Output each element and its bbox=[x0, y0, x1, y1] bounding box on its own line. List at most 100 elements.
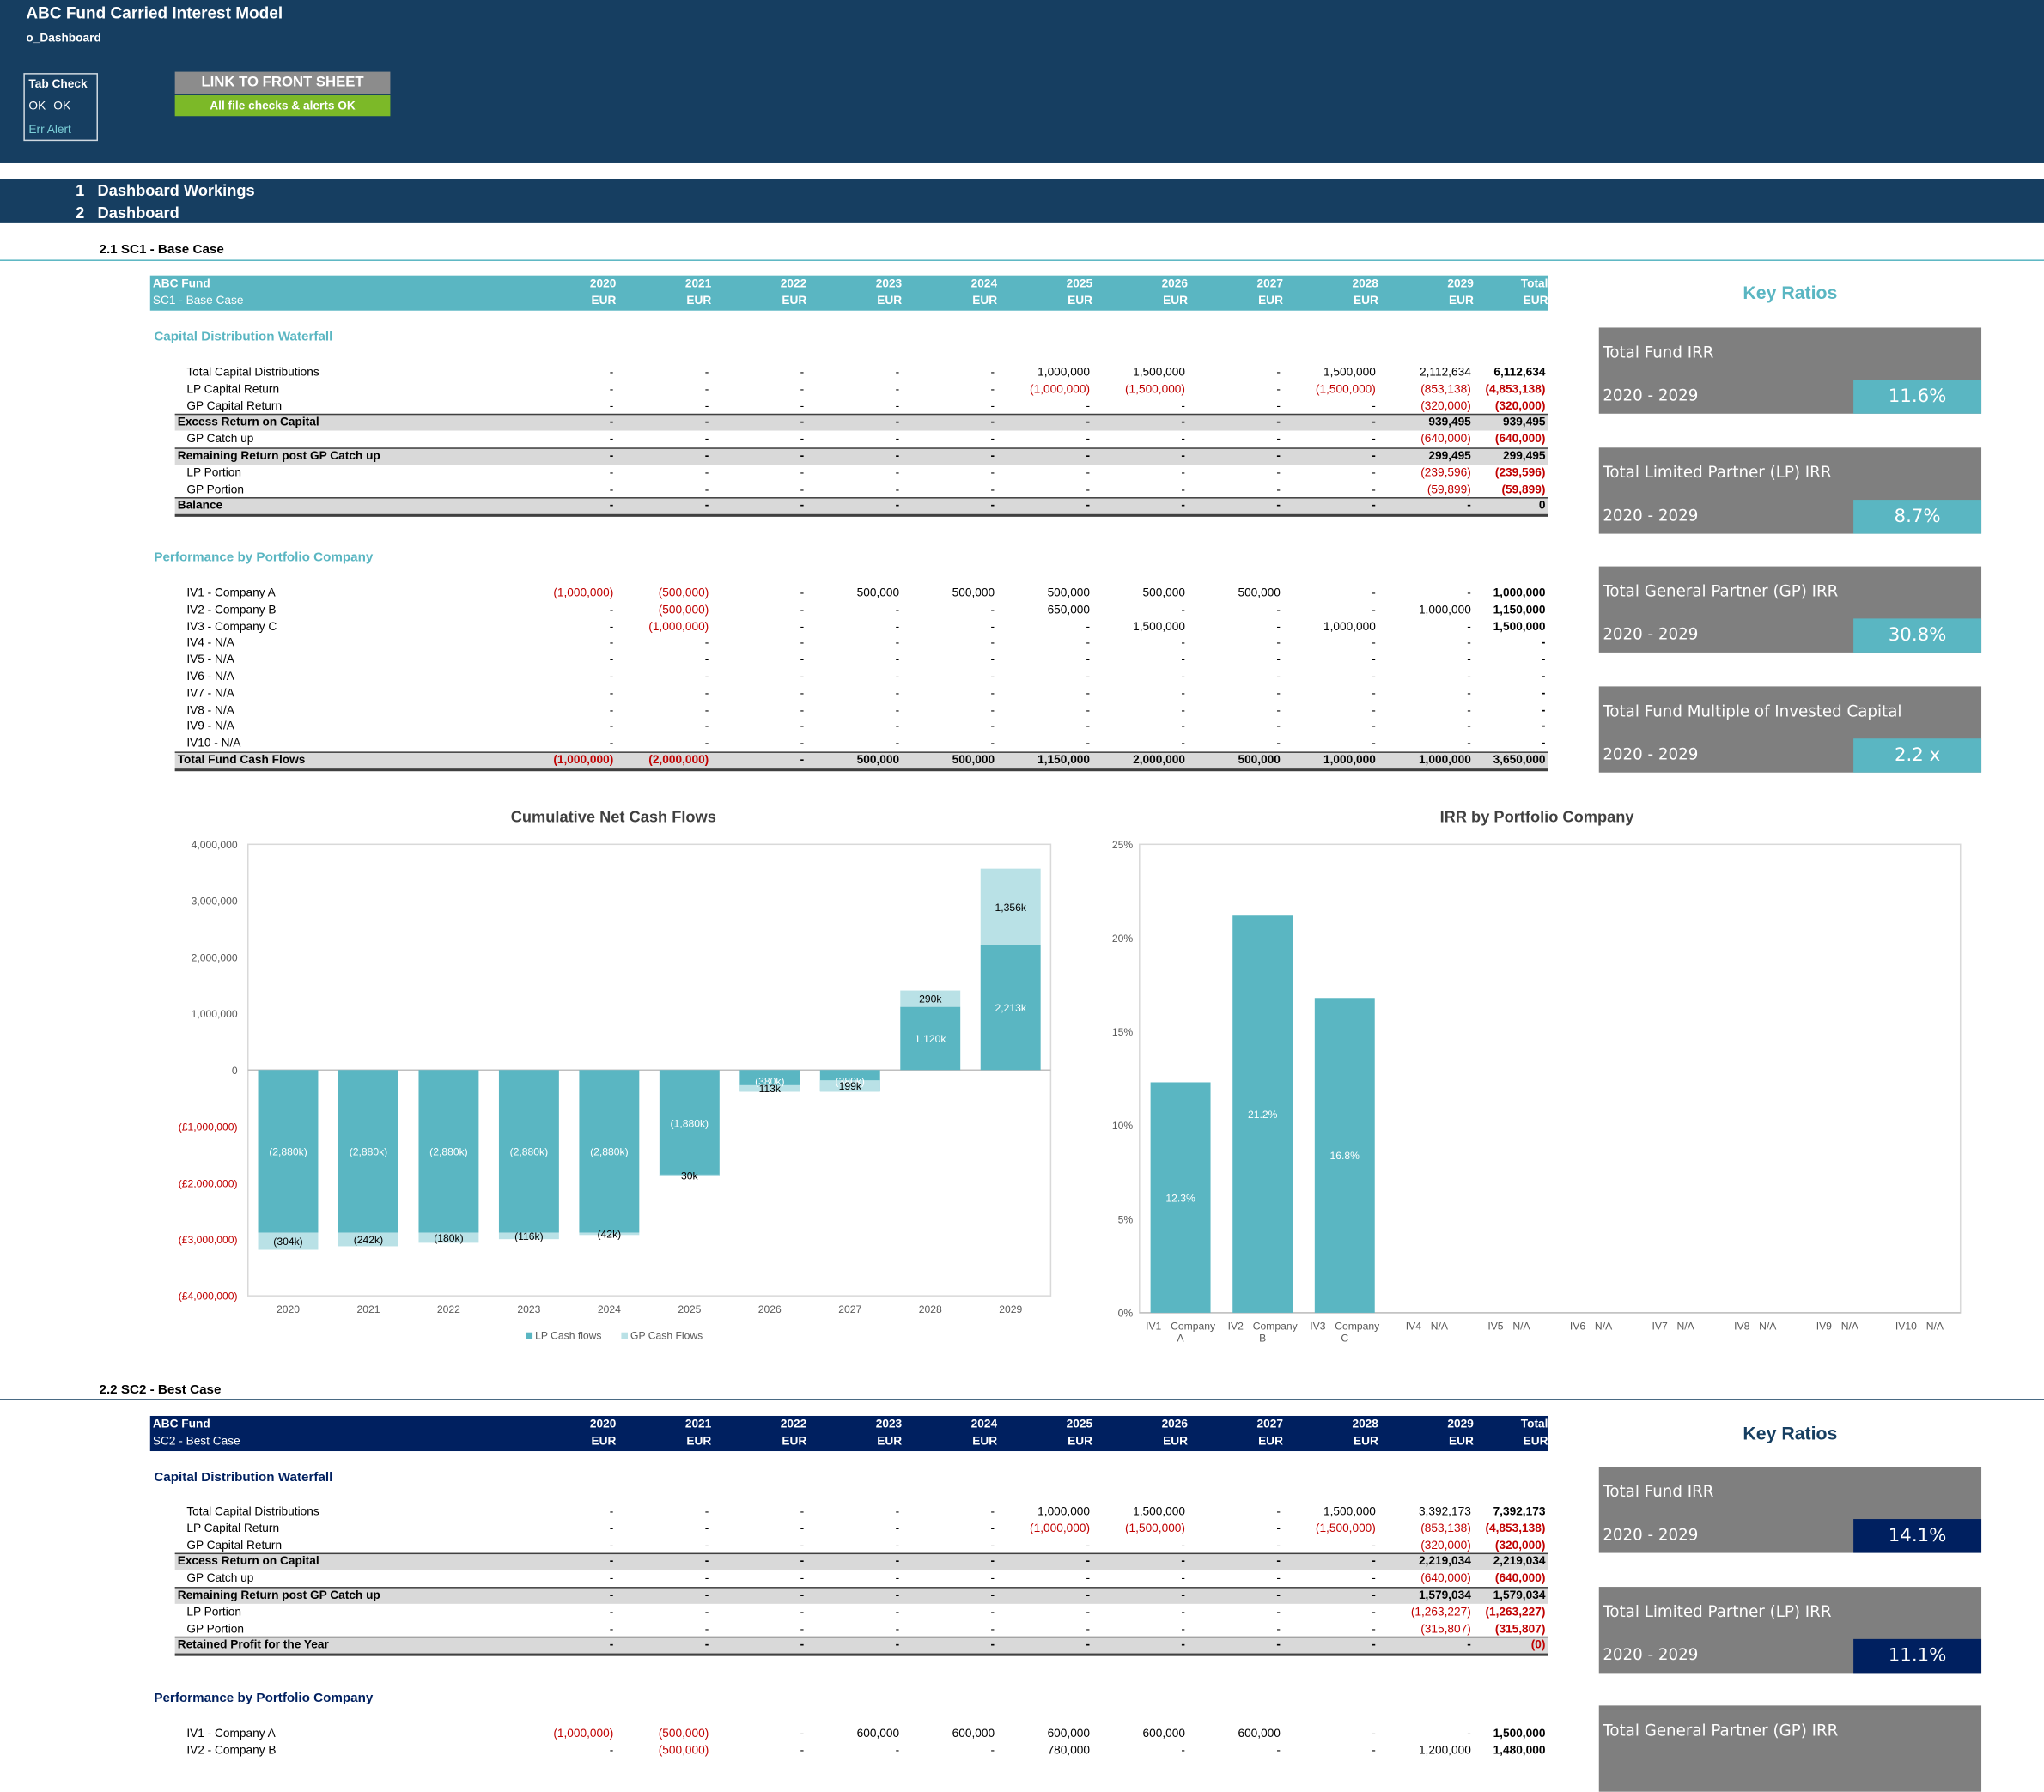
x-tick-label: IV9 - N/A bbox=[1816, 1321, 1859, 1333]
x-tick-label: IV2 - Company bbox=[1228, 1321, 1299, 1333]
cell-value: 3,392,173 bbox=[1418, 1504, 1471, 1518]
x-tick-label: IV10 - N/A bbox=[1895, 1321, 1944, 1333]
key-ratio-label: Total Fund IRR bbox=[1603, 343, 1714, 361]
cell-value: - bbox=[609, 465, 614, 479]
key-ratios-title: Key Ratios bbox=[1743, 1422, 1838, 1443]
row-label: GP Portion bbox=[186, 482, 244, 495]
cell-value: - bbox=[1276, 482, 1281, 495]
cell-value: - bbox=[800, 635, 805, 649]
column-header-currency: EUR bbox=[1068, 293, 1093, 307]
cell-value: - bbox=[800, 482, 805, 495]
cell-value: - bbox=[609, 702, 614, 716]
y-tick-label: 20% bbox=[1112, 932, 1134, 945]
row-label: Excess Return on Capital bbox=[177, 1554, 319, 1568]
cell-value: - bbox=[1276, 736, 1281, 750]
cell-value: - bbox=[800, 586, 805, 599]
row-label: GP Catch up bbox=[186, 1571, 254, 1585]
key-ratio-period: 2020 - 2029 bbox=[1603, 1644, 1699, 1663]
column-header-year: 2022 bbox=[780, 1417, 807, 1431]
y-tick-label: 2,000,000 bbox=[192, 951, 238, 963]
cell-value: - bbox=[990, 365, 995, 379]
cell-value: - bbox=[1086, 1637, 1091, 1652]
row-label: Total Capital Distributions bbox=[186, 365, 319, 379]
row-label: Remaining Return post GP Catch up bbox=[177, 1588, 380, 1601]
ok-status-1: OK bbox=[28, 99, 46, 112]
cell-value: - bbox=[1181, 1554, 1185, 1568]
cell-value: - bbox=[990, 653, 995, 666]
tab-check-box: Tab Check OK OK Err Alert bbox=[23, 73, 98, 142]
cell-value: 1,000,000 bbox=[1418, 602, 1471, 617]
cell-value: - bbox=[1276, 619, 1281, 633]
y-tick-label: (£1,000,000) bbox=[179, 1121, 238, 1133]
cell-value: (1,000,000) bbox=[1030, 1521, 1091, 1534]
column-header-currency: EUR bbox=[782, 293, 807, 307]
cell-value: (315,807) bbox=[1420, 1621, 1471, 1635]
key-ratio-card: Total Fund Multiple of Invested Capital 2… bbox=[1598, 685, 1982, 772]
cell-value: - bbox=[609, 1605, 614, 1619]
key-ratio-label: Total Fund Multiple of Invested Capital bbox=[1603, 701, 1902, 720]
column-header-currency: EUR bbox=[1448, 1434, 1474, 1448]
cell-value: - bbox=[1276, 1588, 1281, 1601]
cell-value: 299,495 bbox=[1428, 448, 1471, 463]
x-tick-label: IV4 - N/A bbox=[1406, 1321, 1449, 1333]
cell-value: 3,650,000 bbox=[1493, 752, 1546, 767]
cell-value: - bbox=[1086, 1588, 1091, 1601]
cell-value: - bbox=[800, 1554, 805, 1568]
row-label: LP Portion bbox=[186, 1605, 241, 1619]
key-ratio-label: Total Fund IRR bbox=[1603, 1482, 1714, 1501]
cell-value: - bbox=[895, 619, 900, 633]
cell-value: - bbox=[609, 1538, 614, 1552]
cell-value: 1,579,034 bbox=[1418, 1588, 1471, 1601]
cell-value: - bbox=[800, 702, 805, 716]
row-band bbox=[174, 447, 1548, 465]
cell-value: - bbox=[609, 635, 614, 649]
row-band bbox=[174, 1553, 1548, 1570]
lp-bar bbox=[418, 1070, 479, 1233]
cell-value: (640,000) bbox=[1494, 1571, 1546, 1585]
performance-title: Performance by Portfolio Company bbox=[154, 550, 374, 566]
cell-value: 6,112,634 bbox=[1493, 365, 1546, 379]
cell-value: - bbox=[895, 1588, 900, 1601]
ok-status-2: OK bbox=[53, 99, 71, 112]
cell-value: - bbox=[990, 1521, 995, 1534]
cell-value: - bbox=[1372, 1726, 1376, 1740]
cell-value: - bbox=[1181, 1538, 1185, 1552]
cell-value: - bbox=[1467, 499, 1471, 513]
cell-value: - bbox=[990, 465, 995, 479]
column-header-year: 2021 bbox=[684, 1417, 712, 1431]
key-ratio-value: 11.6% bbox=[1853, 380, 1982, 414]
cell-value: - bbox=[1181, 1571, 1185, 1585]
cell-value: 1,500,000 bbox=[1133, 619, 1185, 633]
section-1[interactable]: 1 Dashboard Workings bbox=[76, 181, 255, 200]
cell-value: (320,000) bbox=[1494, 398, 1546, 412]
y-tick-label: (£3,000,000) bbox=[179, 1234, 238, 1246]
cell-value: - bbox=[609, 448, 614, 463]
column-header-year: 2024 bbox=[970, 1417, 998, 1431]
x-tick-label-wrap: B bbox=[1259, 1332, 1266, 1344]
cell-value: - bbox=[1372, 448, 1376, 463]
cell-value: 600,000 bbox=[1238, 1726, 1281, 1740]
cell-value: - bbox=[609, 415, 614, 429]
cell-value: - bbox=[609, 669, 614, 683]
cell-value: - bbox=[1276, 1605, 1281, 1619]
gp-bar bbox=[418, 1232, 479, 1243]
row-label: IV1 - Company A bbox=[186, 1726, 276, 1740]
section-2[interactable]: 2 Dashboard bbox=[76, 203, 179, 222]
cell-value: - bbox=[609, 499, 614, 513]
link-to-front-sheet-button[interactable]: LINK TO FRONT SHEET bbox=[174, 71, 391, 94]
cell-value: - bbox=[704, 1504, 709, 1518]
lp-bar bbox=[659, 1070, 720, 1176]
cell-value: - bbox=[1467, 1726, 1471, 1740]
row-label: IV2 - Company B bbox=[186, 1743, 277, 1757]
cell-value: - bbox=[990, 669, 995, 683]
gp-bar bbox=[579, 1232, 640, 1236]
cell-value: - bbox=[1467, 653, 1471, 666]
cell-value: - bbox=[1467, 686, 1471, 700]
lp-data-label: 1,120k bbox=[915, 1033, 946, 1045]
cell-value: - bbox=[895, 499, 900, 513]
key-ratio-period: 2020 - 2029 bbox=[1603, 1525, 1699, 1544]
cell-value: - bbox=[800, 1571, 805, 1585]
column-header-currency: EUR bbox=[1523, 293, 1548, 307]
key-ratio-value: 2.2 x bbox=[1853, 738, 1982, 772]
cell-value: - bbox=[990, 432, 995, 446]
